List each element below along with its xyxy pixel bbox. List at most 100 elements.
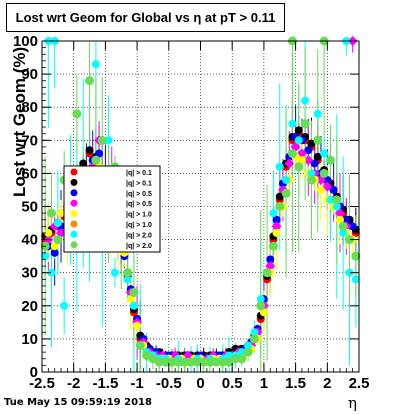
data-point bbox=[339, 228, 348, 237]
data-point bbox=[342, 215, 351, 224]
data-point bbox=[53, 219, 62, 228]
y-tick-label: 50 bbox=[21, 199, 38, 216]
data-point bbox=[306, 175, 316, 185]
legend-label: |q| > 0.1 bbox=[126, 180, 152, 187]
data-point bbox=[173, 357, 183, 367]
data-point bbox=[294, 162, 304, 172]
data-point bbox=[266, 255, 275, 264]
footer-timestamp: Tue May 15 09:59:19 2018 bbox=[4, 397, 152, 408]
data-point bbox=[351, 275, 360, 284]
data-point bbox=[313, 135, 323, 145]
data-point bbox=[126, 295, 135, 304]
data-point bbox=[53, 235, 63, 245]
data-point bbox=[85, 76, 95, 86]
data-point bbox=[334, 208, 345, 219]
data-point bbox=[294, 136, 303, 145]
legend-label: |q| > 1.0 bbox=[126, 222, 152, 229]
data-point bbox=[326, 195, 335, 204]
data-point bbox=[110, 268, 119, 277]
data-point bbox=[218, 357, 228, 367]
legend-marker bbox=[70, 189, 78, 197]
data-point bbox=[225, 351, 234, 360]
data-point bbox=[323, 176, 332, 185]
data-point bbox=[313, 109, 322, 118]
data-point bbox=[129, 288, 139, 298]
legend-marker bbox=[70, 210, 78, 218]
legend-label: |q| > 1.0 bbox=[126, 212, 152, 219]
data-point bbox=[95, 149, 104, 158]
data-point bbox=[348, 222, 357, 231]
data-point bbox=[50, 242, 59, 251]
data-point bbox=[332, 202, 341, 211]
data-point bbox=[284, 158, 295, 169]
x-tick-label: -0.5 bbox=[156, 375, 182, 392]
data-point bbox=[272, 215, 281, 224]
data-point bbox=[319, 168, 329, 178]
x-tick-label: 0 bbox=[196, 375, 204, 392]
y-tick-label: 0 bbox=[30, 364, 38, 381]
x-axis-label: η bbox=[348, 394, 357, 412]
data-point bbox=[91, 60, 100, 69]
data-point bbox=[282, 176, 291, 185]
data-point bbox=[167, 357, 177, 367]
data-point bbox=[310, 159, 319, 168]
data-point bbox=[123, 268, 133, 278]
data-point bbox=[237, 348, 246, 357]
data-point bbox=[345, 268, 354, 277]
y-tick-label: 80 bbox=[21, 99, 38, 116]
data-point bbox=[129, 301, 138, 310]
data-point bbox=[332, 195, 342, 205]
legend-label: |q| > 0.5 bbox=[126, 201, 152, 208]
data-point bbox=[97, 135, 107, 145]
legend-marker bbox=[70, 199, 78, 207]
y-tick-label: 30 bbox=[21, 265, 38, 282]
x-tick-label: -2.5 bbox=[29, 375, 55, 392]
data-point bbox=[250, 328, 259, 337]
chart-title: Lost wrt Geom for Global vs η at pT > 0.… bbox=[6, 3, 285, 32]
data-point bbox=[325, 155, 335, 165]
data-point bbox=[313, 152, 322, 161]
legend-label: |q| > 2.0 bbox=[126, 243, 152, 250]
y-tick-label: 40 bbox=[21, 232, 38, 249]
marker-layer bbox=[40, 36, 361, 367]
data-point bbox=[79, 159, 88, 168]
data-point bbox=[186, 357, 196, 367]
data-point bbox=[244, 341, 253, 350]
data-point bbox=[316, 185, 325, 194]
data-point bbox=[300, 119, 310, 129]
data-point bbox=[72, 109, 82, 119]
legend-label: |q| > 0.1 bbox=[126, 170, 152, 177]
data-point bbox=[47, 268, 56, 277]
data-point bbox=[256, 301, 266, 311]
data-point bbox=[230, 354, 240, 364]
axes-layer: -2.5 -2 -1.5 -1 -0.5 0 0.5 1 1.5 2 2.5 0 10 20 30 40 50 6… bbox=[13, 33, 369, 392]
y-tick-label: 10 bbox=[21, 331, 38, 348]
data-point bbox=[44, 228, 53, 237]
y-tick-label: 100 bbox=[13, 33, 38, 50]
legend-marker bbox=[70, 220, 78, 228]
x-tick-label: -1 bbox=[130, 375, 143, 392]
legend-marker bbox=[70, 178, 78, 186]
legend-marker bbox=[70, 241, 78, 249]
data-point bbox=[335, 215, 344, 224]
x-tick-label: -2 bbox=[67, 375, 80, 392]
data-point bbox=[301, 96, 310, 105]
data-point bbox=[351, 251, 361, 261]
legend: |q| > 0.1 |q| > 0.1 |q| > 0.5 |q| > 0.5 |q| … bbox=[63, 165, 161, 253]
data-point bbox=[211, 357, 221, 367]
y-tick-label: 90 bbox=[21, 66, 38, 83]
x-tick-label: -1.5 bbox=[92, 375, 118, 392]
data-point bbox=[123, 275, 132, 284]
legend-marker bbox=[70, 168, 78, 176]
x-tick-label: 1 bbox=[260, 375, 268, 392]
data-point bbox=[50, 248, 59, 257]
data-point bbox=[91, 155, 101, 165]
legend-label: |q| > 0.5 bbox=[126, 191, 152, 198]
data-point bbox=[297, 156, 306, 165]
data-point bbox=[104, 136, 113, 145]
data-point bbox=[307, 139, 316, 148]
x-tick-label: 2.5 bbox=[349, 375, 370, 392]
data-point bbox=[338, 221, 348, 231]
data-point bbox=[259, 308, 268, 317]
